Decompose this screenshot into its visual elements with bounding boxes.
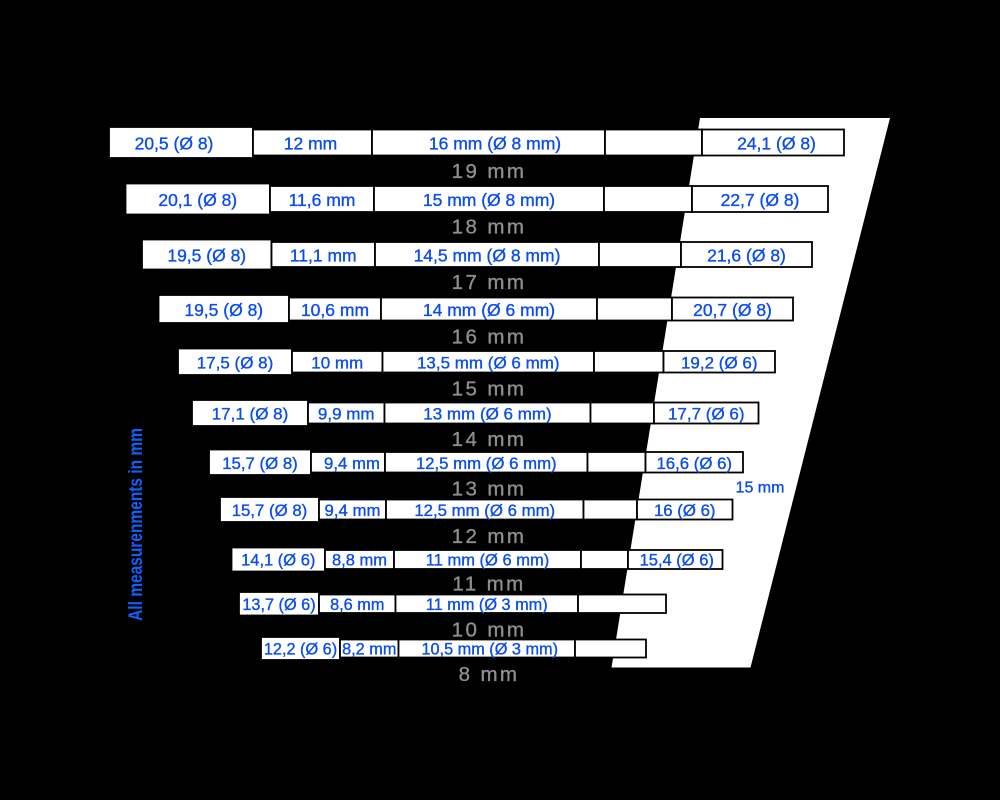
- svg-text:19 mm: 19 mm: [452, 160, 527, 183]
- svg-text:14 mm: 14 mm: [452, 428, 527, 451]
- svg-text:All measurenments in mm: All measurenments in mm: [124, 428, 146, 621]
- svg-text:11 mm (Ø 6 mm): 11 mm (Ø 6 mm): [426, 552, 549, 570]
- svg-text:11,1 mm: 11,1 mm: [290, 246, 357, 266]
- svg-text:16 mm: 16 mm: [452, 326, 527, 349]
- svg-text:15 mm (Ø 8 mm): 15 mm (Ø 8 mm): [423, 190, 555, 210]
- svg-text:13,5 mm (Ø 6 mm): 13,5 mm (Ø 6 mm): [417, 353, 560, 372]
- svg-text:15,7 (Ø 8): 15,7 (Ø 8): [222, 454, 298, 473]
- svg-text:9,9 mm: 9,9 mm: [318, 405, 375, 424]
- svg-text:12 mm: 12 mm: [452, 525, 527, 548]
- svg-text:24,1 (Ø 8): 24,1 (Ø 8): [737, 134, 816, 154]
- svg-text:19,2 (Ø 6): 19,2 (Ø 6): [681, 353, 758, 372]
- svg-text:20,1 (Ø 8): 20,1 (Ø 8): [158, 190, 237, 210]
- svg-text:18 mm: 18 mm: [452, 216, 527, 239]
- svg-text:20,5 (Ø 8): 20,5 (Ø 8): [135, 134, 214, 154]
- svg-text:19,5 (Ø 8): 19,5 (Ø 8): [184, 300, 263, 320]
- svg-text:11,6 mm: 11,6 mm: [289, 190, 356, 210]
- svg-text:10 mm: 10 mm: [452, 619, 527, 642]
- svg-text:10,6 mm: 10,6 mm: [301, 300, 369, 320]
- svg-text:12,2 (Ø 6): 12,2 (Ø 6): [264, 641, 337, 659]
- svg-text:12,5 mm (Ø 6 mm): 12,5 mm (Ø 6 mm): [416, 454, 557, 473]
- svg-text:15,7 (Ø 8): 15,7 (Ø 8): [232, 501, 308, 520]
- svg-text:11 mm: 11 mm: [452, 573, 525, 596]
- svg-text:14,1 (Ø 6): 14,1 (Ø 6): [241, 552, 315, 570]
- svg-text:10,5 mm (Ø 3 mm): 10,5 mm (Ø 3 mm): [421, 641, 558, 659]
- svg-text:8,8 mm: 8,8 mm: [332, 552, 387, 570]
- svg-text:9,4 mm: 9,4 mm: [325, 501, 381, 520]
- svg-text:15,4 (Ø 6): 15,4 (Ø 6): [640, 552, 714, 570]
- svg-text:16,6 (Ø 6): 16,6 (Ø 6): [656, 454, 732, 473]
- svg-text:14 mm (Ø 6 mm): 14 mm (Ø 6 mm): [423, 300, 555, 320]
- svg-text:8 mm: 8 mm: [459, 663, 520, 686]
- svg-text:10 mm: 10 mm: [311, 353, 363, 372]
- svg-text:8,2 mm: 8,2 mm: [342, 641, 396, 659]
- svg-text:12 mm: 12 mm: [284, 134, 337, 154]
- svg-text:13,7 (Ø 6): 13,7 (Ø 6): [242, 596, 315, 614]
- svg-text:13 mm: 13 mm: [452, 478, 527, 501]
- svg-text:16 (Ø 6): 16 (Ø 6): [654, 501, 716, 520]
- svg-text:17,1 (Ø 8): 17,1 (Ø 8): [212, 405, 289, 424]
- svg-text:19,5 (Ø 8): 19,5 (Ø 8): [167, 246, 246, 266]
- svg-text:11 mm (Ø 3 mm): 11 mm (Ø 3 mm): [426, 596, 548, 614]
- svg-text:9,4 mm: 9,4 mm: [324, 454, 380, 473]
- svg-text:14,5 mm (Ø 8 mm): 14,5 mm (Ø 8 mm): [414, 246, 561, 266]
- svg-text:15 mm: 15 mm: [452, 378, 527, 401]
- svg-text:17,7 (Ø 6): 17,7 (Ø 6): [668, 405, 745, 424]
- svg-text:17,5 (Ø 8): 17,5 (Ø 8): [197, 353, 274, 372]
- svg-text:16 mm (Ø 8 mm): 16 mm (Ø 8 mm): [429, 134, 561, 154]
- svg-text:8,6 mm: 8,6 mm: [330, 596, 384, 614]
- svg-text:17 mm: 17 mm: [452, 271, 527, 294]
- svg-text:22,7 (Ø 8): 22,7 (Ø 8): [721, 190, 800, 210]
- svg-text:21,6 (Ø 8): 21,6 (Ø 8): [707, 246, 786, 266]
- svg-text:13 mm (Ø 6 mm): 13 mm (Ø 6 mm): [423, 405, 551, 424]
- svg-text:15 mm: 15 mm: [736, 480, 785, 497]
- svg-text:12,5 mm (Ø 6 mm): 12,5 mm (Ø 6 mm): [414, 501, 555, 520]
- svg-text:20,7 (Ø 8): 20,7 (Ø 8): [693, 300, 772, 320]
